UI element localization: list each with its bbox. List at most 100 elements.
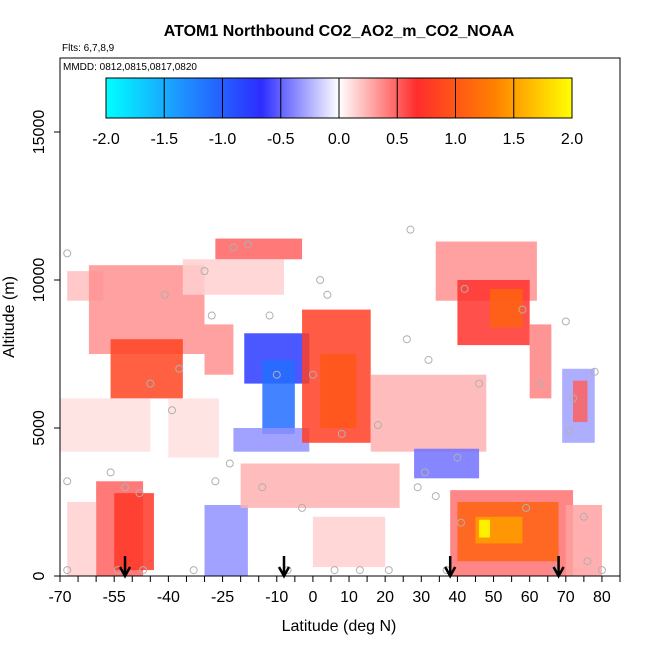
dates-note: MMDD: 0812,0815,0817,0820: [63, 62, 197, 73]
sample-point: [139, 566, 148, 575]
y-tick-label: 15000: [31, 110, 48, 155]
x-tick-label: -25: [211, 589, 234, 606]
heat-cell: [312, 516, 386, 568]
sample-point: [402, 335, 411, 344]
x-tick-label: -70: [48, 589, 71, 606]
x-tick-label: 20: [376, 589, 394, 606]
heat-cell: [240, 463, 400, 508]
heat-cell: [565, 504, 602, 576]
sample-point: [413, 483, 422, 492]
colorbar-tick-label: 2.0: [561, 131, 583, 148]
sample-point: [424, 355, 433, 364]
heat-cell: [110, 339, 183, 399]
colorbar-tick-label: -0.5: [267, 131, 295, 148]
arrow-marker: [277, 556, 291, 579]
sample-point: [106, 468, 115, 477]
sample-point: [561, 317, 570, 326]
sample-point: [63, 566, 72, 575]
sample-point: [168, 406, 176, 415]
heat-cell: [233, 428, 310, 452]
sample-point: [211, 477, 220, 486]
sample-point: [565, 426, 574, 435]
heat-cell: [114, 493, 154, 571]
sample-point: [189, 566, 198, 575]
sample-point: [457, 518, 466, 527]
sample-point: [63, 477, 72, 486]
colorbar-tick-label: 0.0: [328, 131, 350, 148]
heat-cell: [168, 398, 219, 458]
colorbar: -2.0 -1.5 -1.0 -0.5 0.0 0.5 1.0 1.5 2.0: [92, 77, 583, 148]
sample-point: [460, 284, 469, 293]
flights-note: Flts: 6,7,8,9: [62, 43, 115, 54]
x-tick-label: 10: [340, 589, 358, 606]
sample-point: [590, 367, 599, 376]
sample-point: [229, 243, 238, 252]
sample-point: [522, 503, 531, 512]
x-tick-label: 70: [557, 589, 575, 606]
sample-point: [135, 489, 144, 498]
heat-cell: [182, 259, 284, 295]
sample-point: [323, 290, 332, 299]
heat-cell: [262, 359, 295, 434]
y-tick-label: 0: [31, 571, 48, 580]
sample-point: [265, 311, 274, 320]
chart-title: ATOM1 Northbound CO2_AO2_m_CO2_NOAA: [164, 23, 515, 40]
colorbar-tick-label: 0.5: [386, 131, 408, 148]
sample-point: [63, 249, 72, 258]
x-tick-label: 30: [412, 589, 430, 606]
sample-point: [420, 468, 429, 477]
heat-cell: [204, 324, 234, 375]
colorbar-tick-label: -1.0: [209, 131, 237, 148]
colorbar-tick-label: 1.5: [503, 131, 525, 148]
x-tick-label: -10: [265, 589, 288, 606]
sample-point: [579, 512, 588, 521]
sample-point: [384, 566, 393, 575]
sample-point: [258, 483, 267, 492]
heat-cell: [370, 374, 487, 452]
x-tick-label: -55: [103, 589, 126, 606]
x-tick-label: 80: [593, 589, 611, 606]
sample-point: [337, 429, 346, 438]
sample-point: [298, 503, 307, 512]
sample-point: [475, 379, 484, 388]
sample-point: [569, 394, 578, 403]
sample-point: [316, 276, 325, 284]
x-tick-label: 0: [308, 589, 317, 606]
sample-point: [207, 311, 216, 320]
sample-point: [175, 364, 184, 373]
heat-cell: [204, 504, 248, 576]
x-tick-label: 60: [521, 589, 539, 606]
x-tick-label: -40: [157, 589, 180, 606]
sample-point: [453, 453, 462, 462]
colorbar-tick-label: -2.0: [92, 131, 120, 148]
sample-point: [583, 557, 592, 566]
colorbar-tick-label: 1.0: [444, 131, 466, 148]
heat-cell: [414, 448, 480, 479]
sample-point: [406, 225, 415, 234]
colorbar-tick-label: -1.5: [150, 131, 178, 148]
sample-point: [308, 370, 317, 379]
sample-point: [200, 267, 209, 276]
y-tick-label: 5000: [31, 410, 48, 446]
heat-cell: [320, 354, 357, 428]
sample-point: [536, 379, 545, 388]
heat-cell: [60, 398, 151, 452]
heat-cell: [529, 324, 552, 399]
sample-point: [518, 305, 527, 314]
sample-point: [355, 566, 364, 575]
heat-cell: [489, 288, 523, 328]
sample-point: [160, 290, 169, 299]
heat-cell: [479, 519, 490, 538]
x-tick-label: 40: [449, 589, 467, 606]
y-tick-label: 10000: [31, 258, 48, 303]
x-axis-label: Latitude (deg N): [282, 618, 397, 635]
x-tick-label: 50: [485, 589, 503, 606]
sample-point: [272, 370, 281, 379]
sample-point: [146, 379, 155, 388]
heat-cell: [215, 238, 303, 260]
sample-point: [330, 566, 339, 575]
sample-point: [243, 240, 252, 249]
y-axis-label: Altitude (m): [1, 276, 18, 358]
